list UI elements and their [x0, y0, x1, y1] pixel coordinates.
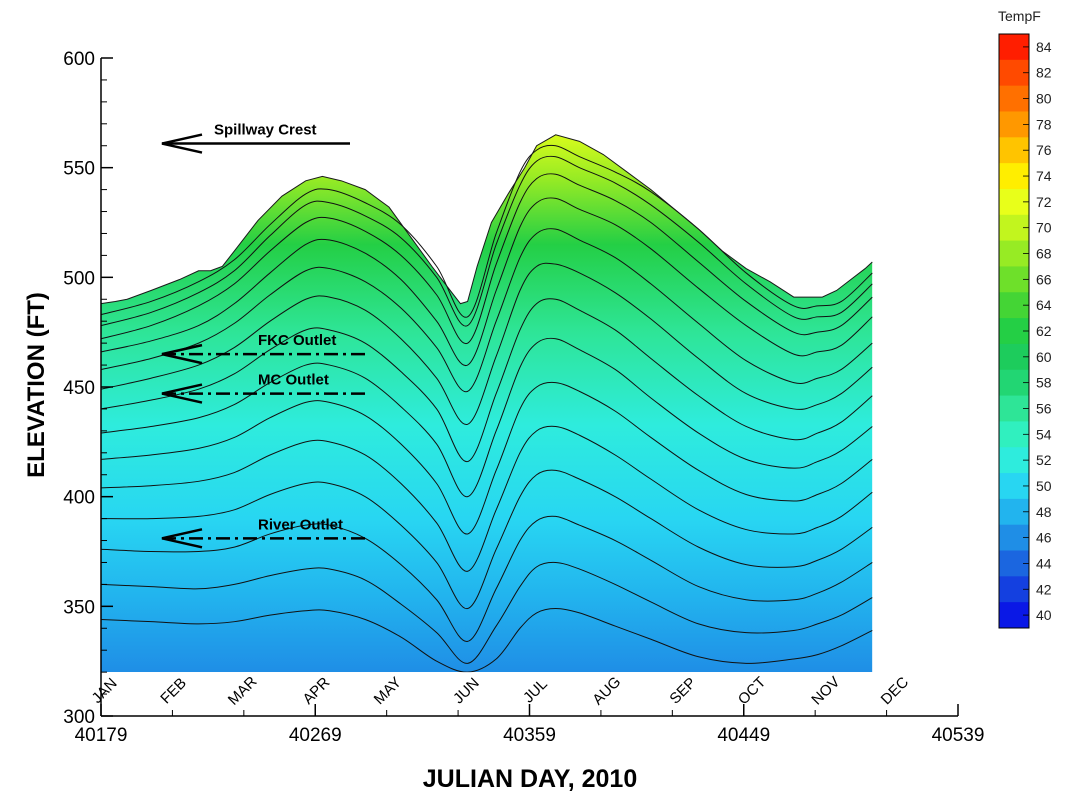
- colorbar-label-54: 54: [1036, 426, 1052, 442]
- y-tick-label: 350: [63, 597, 95, 618]
- colorbar-label-74: 74: [1036, 168, 1052, 184]
- colorbar-title: TempF: [998, 8, 1041, 24]
- annotation-label: Spillway Crest: [214, 122, 317, 139]
- temperature-field: [101, 134, 873, 673]
- colorbar-label-82: 82: [1036, 65, 1052, 81]
- y-tick-label: 450: [63, 378, 95, 399]
- isotherm-line-3: [100, 173, 873, 344]
- colorbar-label-68: 68: [1036, 246, 1052, 262]
- x-tick-label: 40269: [289, 725, 342, 746]
- isotherm-line-14: [100, 608, 873, 673]
- colorbar-label-64: 64: [1036, 297, 1052, 313]
- y-tick-label: 550: [63, 159, 95, 180]
- colorbar-label-56: 56: [1036, 400, 1052, 416]
- colorbar-label-76: 76: [1036, 142, 1052, 158]
- month-label-dec: DEC: [878, 674, 913, 709]
- isotherm-line-2: [100, 155, 873, 327]
- x-tick-label: 40359: [503, 725, 556, 746]
- x-tick-label: 40179: [75, 725, 128, 746]
- isotherm-lines: [100, 144, 873, 673]
- x-axis-title: JULIAN DAY, 2010: [423, 765, 637, 793]
- y-tick-label: 500: [63, 268, 95, 289]
- colorbar-legend: TempF 84 82 80 78 76 74 72 70 68 66 64 62 60 58 56 54 52…: [998, 8, 1052, 629]
- isotherm-line-8: [100, 337, 873, 498]
- x-axis-ticks: 40179 40269 40359 40449 40539: [75, 704, 985, 746]
- isotherm-line-6: [100, 262, 873, 425]
- colorbar-label-72: 72: [1036, 194, 1052, 210]
- y-tick-label: 400: [63, 488, 95, 509]
- colorbar-label-62: 62: [1036, 323, 1052, 339]
- water-surface-line: [100, 134, 873, 305]
- colorbar-label-44: 44: [1036, 555, 1052, 571]
- colorbar-label-50: 50: [1036, 478, 1052, 494]
- annotation-label: River Outlet: [258, 516, 343, 533]
- colorbar-label-40: 40: [1036, 607, 1052, 623]
- annotation-label: MC Outlet: [258, 372, 329, 389]
- y-axis-ticks: 300 350 400 450 500 550 600: [63, 49, 113, 728]
- colorbar-label-70: 70: [1036, 220, 1052, 236]
- arrow-head-icon: [161, 528, 203, 549]
- annotation-river-outlet: River Outlet: [161, 516, 368, 549]
- y-axis-title: ELEVATION (FT): [23, 292, 50, 478]
- isotherm-line-11: [100, 469, 873, 610]
- colorbar-label-52: 52: [1036, 452, 1052, 468]
- x-tick-label: 40539: [932, 725, 985, 746]
- annotation-spillway-crest: Spillway Crest: [161, 122, 350, 154]
- colorbar-label-46: 46: [1036, 530, 1052, 546]
- colorbar-label-60: 60: [1036, 349, 1052, 365]
- y-tick-label: 600: [63, 49, 95, 70]
- isotherm-line-9: [100, 381, 873, 535]
- isotherm-line-5: [100, 228, 873, 392]
- arrow-head-icon: [161, 383, 203, 404]
- isotherm-line-12: [100, 515, 873, 642]
- isotherm-line-10: [100, 425, 873, 572]
- annotation-label: FKC Outlet: [258, 332, 336, 349]
- colorbar-frame: [998, 33, 1030, 629]
- arrow-head-icon: [161, 343, 203, 365]
- colorbar-label-48: 48: [1036, 504, 1052, 520]
- isotherm-line-7: [100, 298, 873, 463]
- outlet-annotations: Spillway Crest FKC Outlet MC Outlet River O…: [161, 122, 368, 549]
- isotherm-line-4: [100, 197, 873, 366]
- isotherm-line-13: [100, 561, 873, 664]
- colorbar-label-80: 80: [1036, 91, 1052, 107]
- isotherm-line-1: [100, 144, 873, 318]
- arrow-head-icon: [161, 133, 203, 154]
- x-tick-label: 40449: [717, 725, 770, 746]
- colorbar-label-66: 66: [1036, 271, 1052, 287]
- annotation-mc-outlet: MC Outlet: [161, 372, 368, 404]
- colorbar-label-84: 84: [1036, 39, 1052, 55]
- colorbar-label-42: 42: [1036, 581, 1052, 597]
- y-tick-label: 300: [63, 707, 95, 728]
- colorbar-label-78: 78: [1036, 116, 1052, 132]
- colorbar-label-58: 58: [1036, 375, 1052, 391]
- month-label-band: [102, 672, 880, 715]
- annotation-fkc-outlet: FKC Outlet: [161, 332, 368, 365]
